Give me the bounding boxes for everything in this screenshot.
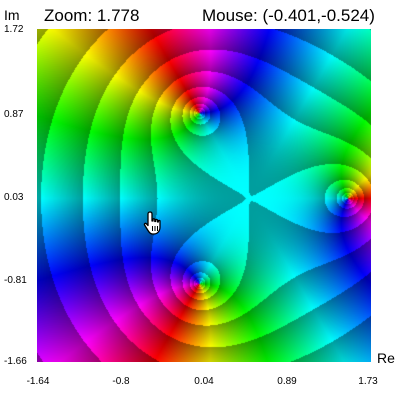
zoom-readout: Zoom: 1.778 — [44, 6, 140, 25]
domain-coloring-canvas[interactable] — [37, 29, 371, 362]
x-axis-name: Re — [377, 350, 395, 366]
x-tick-label: 0.89 — [277, 376, 297, 387]
x-tick-label: 0.04 — [194, 376, 214, 387]
x-tick-label: -0.8 — [112, 376, 130, 387]
mouse-coordinate-readout: Mouse: (-0.401,-0.524) — [202, 6, 375, 25]
hand-pointer-icon — [143, 211, 161, 235]
x-tick-label: 1.73 — [358, 376, 378, 387]
y-axis-name: Im — [4, 7, 20, 23]
y-tick-label: 0.87 — [4, 109, 24, 120]
y-tick-label: -0.81 — [4, 275, 27, 286]
complex-plot-area[interactable] — [37, 29, 371, 362]
x-tick-label: -1.64 — [26, 376, 50, 387]
y-tick-label: -1.66 — [4, 356, 27, 367]
y-tick-label: 0.03 — [4, 192, 24, 203]
y-tick-label: 1.72 — [4, 24, 24, 35]
